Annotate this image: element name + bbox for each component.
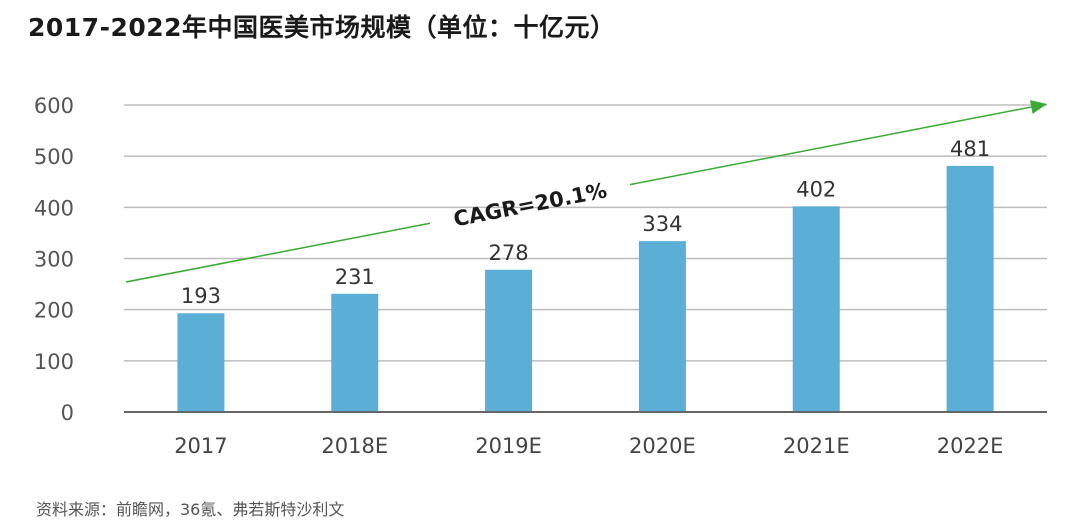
trend-line-left bbox=[125, 222, 431, 283]
x-tick-label: 2017 bbox=[174, 434, 227, 458]
data-labels: 193 231 278 334 402 481 bbox=[181, 137, 990, 308]
x-tick-label: 2021E bbox=[783, 434, 850, 458]
y-tick-label: 400 bbox=[34, 196, 74, 220]
gridlines bbox=[124, 104, 1047, 362]
data-label: 193 bbox=[181, 284, 221, 308]
y-tick-label: 200 bbox=[34, 299, 74, 323]
source-note: 资料来源：前瞻网，36氪、弗若斯特沙利文 bbox=[36, 500, 345, 519]
y-tick-label: 100 bbox=[34, 350, 74, 374]
data-label: 278 bbox=[489, 241, 529, 265]
bar bbox=[946, 165, 994, 412]
x-tick-label: 2022E bbox=[937, 434, 1004, 458]
y-tick-label: 500 bbox=[34, 145, 74, 169]
data-label: 334 bbox=[642, 212, 682, 236]
trend-line-right bbox=[629, 105, 1036, 186]
data-label: 231 bbox=[335, 265, 375, 289]
trend-arrowhead bbox=[1029, 100, 1047, 114]
bar bbox=[485, 269, 533, 412]
cagr-trend: CAGR=20.1% bbox=[125, 100, 1047, 283]
bars bbox=[177, 165, 994, 412]
data-label: 481 bbox=[950, 137, 990, 161]
x-tick-label: 2020E bbox=[629, 434, 696, 458]
bar bbox=[792, 206, 840, 412]
y-tick-label: 0 bbox=[61, 401, 74, 425]
x-axis-labels: 2017 2018E 2019E 2020E 2021E 2022E bbox=[174, 434, 1003, 458]
y-axis-ticks: 0 100 200 300 400 500 600 bbox=[34, 94, 74, 425]
bar bbox=[331, 293, 379, 412]
x-tick-label: 2018E bbox=[321, 434, 388, 458]
data-label: 402 bbox=[796, 177, 836, 201]
cagr-label: CAGR=20.1% bbox=[452, 178, 609, 231]
chart-title: 2017-2022年中国医美市场规模（单位：十亿元） bbox=[28, 13, 616, 42]
y-tick-label: 300 bbox=[34, 248, 74, 272]
x-tick-label: 2019E bbox=[475, 434, 542, 458]
bar bbox=[177, 313, 225, 412]
bar bbox=[638, 241, 686, 412]
y-tick-label: 600 bbox=[34, 94, 74, 118]
